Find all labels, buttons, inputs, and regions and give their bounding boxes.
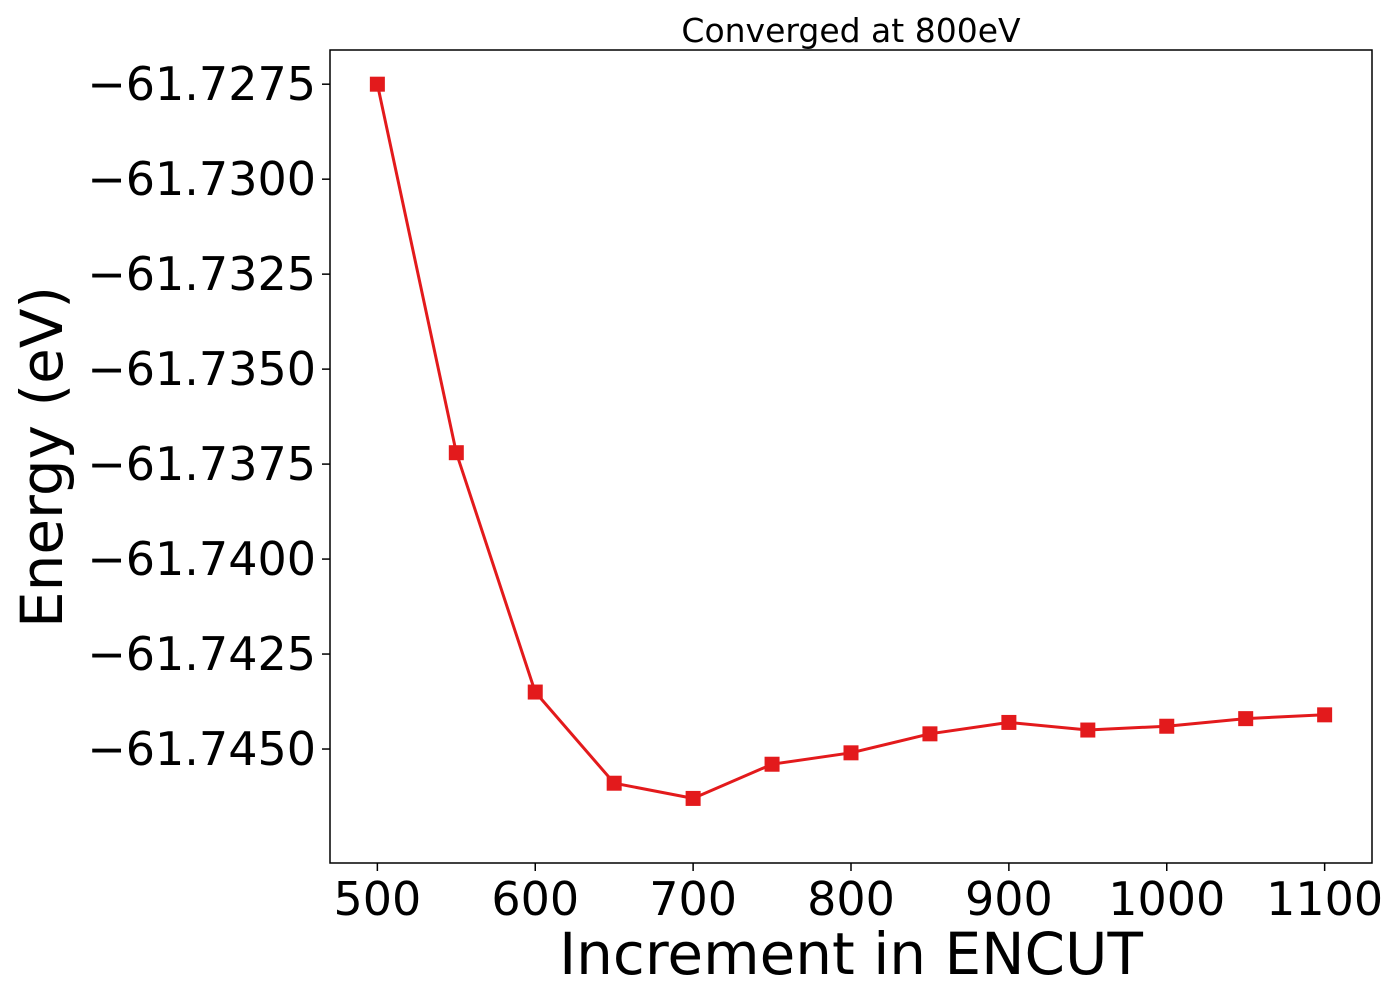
energy-series-line [375, 83, 1325, 800]
y-tick-label: −61.7350 [87, 342, 316, 396]
y-axis-label: Energy (eV) [8, 286, 76, 628]
y-tick-label: −61.7325 [87, 247, 316, 301]
chart-title: Converged at 800eV [681, 11, 1021, 50]
y-tick-label: −61.7425 [87, 627, 316, 681]
data-point-marker [448, 445, 464, 461]
y-tick-label: −61.7450 [87, 722, 316, 776]
data-point-marker [1238, 711, 1254, 727]
data-point-marker [1159, 718, 1175, 734]
x-tick-label: 900 [965, 872, 1053, 926]
x-tick-label: 1100 [1266, 872, 1383, 926]
data-point-marker [1001, 714, 1017, 730]
x-tick-label: 600 [491, 872, 579, 926]
y-tick-label: −61.7375 [87, 437, 316, 491]
x-axis-label: Increment in ENCUT [559, 920, 1143, 988]
data-point-marker [606, 775, 622, 791]
data-point-marker [1317, 707, 1333, 723]
data-point-marker [764, 756, 780, 772]
y-tick-label: −61.7300 [87, 152, 316, 206]
y-tick-label: −61.7275 [87, 57, 316, 111]
x-axis-ticks: 500 600 700 800 900 1000 1100 [333, 863, 1383, 926]
x-tick-label: 500 [333, 872, 421, 926]
y-axis-ticks: −61.7275 −61.7300 −61.7325 −61.7350 −61.7375… [87, 57, 330, 776]
plot-area [369, 76, 1333, 806]
data-point-marker [527, 684, 543, 700]
x-tick-label: 1000 [1108, 872, 1225, 926]
data-point-marker [369, 76, 385, 92]
plot-frame [329, 49, 1373, 864]
data-point-marker [843, 745, 859, 761]
y-tick-label: −61.7400 [87, 532, 316, 586]
x-tick-label: 800 [807, 872, 895, 926]
data-point-marker [922, 726, 938, 742]
data-point-marker [1080, 722, 1096, 738]
x-tick-label: 700 [649, 872, 737, 926]
data-point-marker [685, 790, 701, 806]
